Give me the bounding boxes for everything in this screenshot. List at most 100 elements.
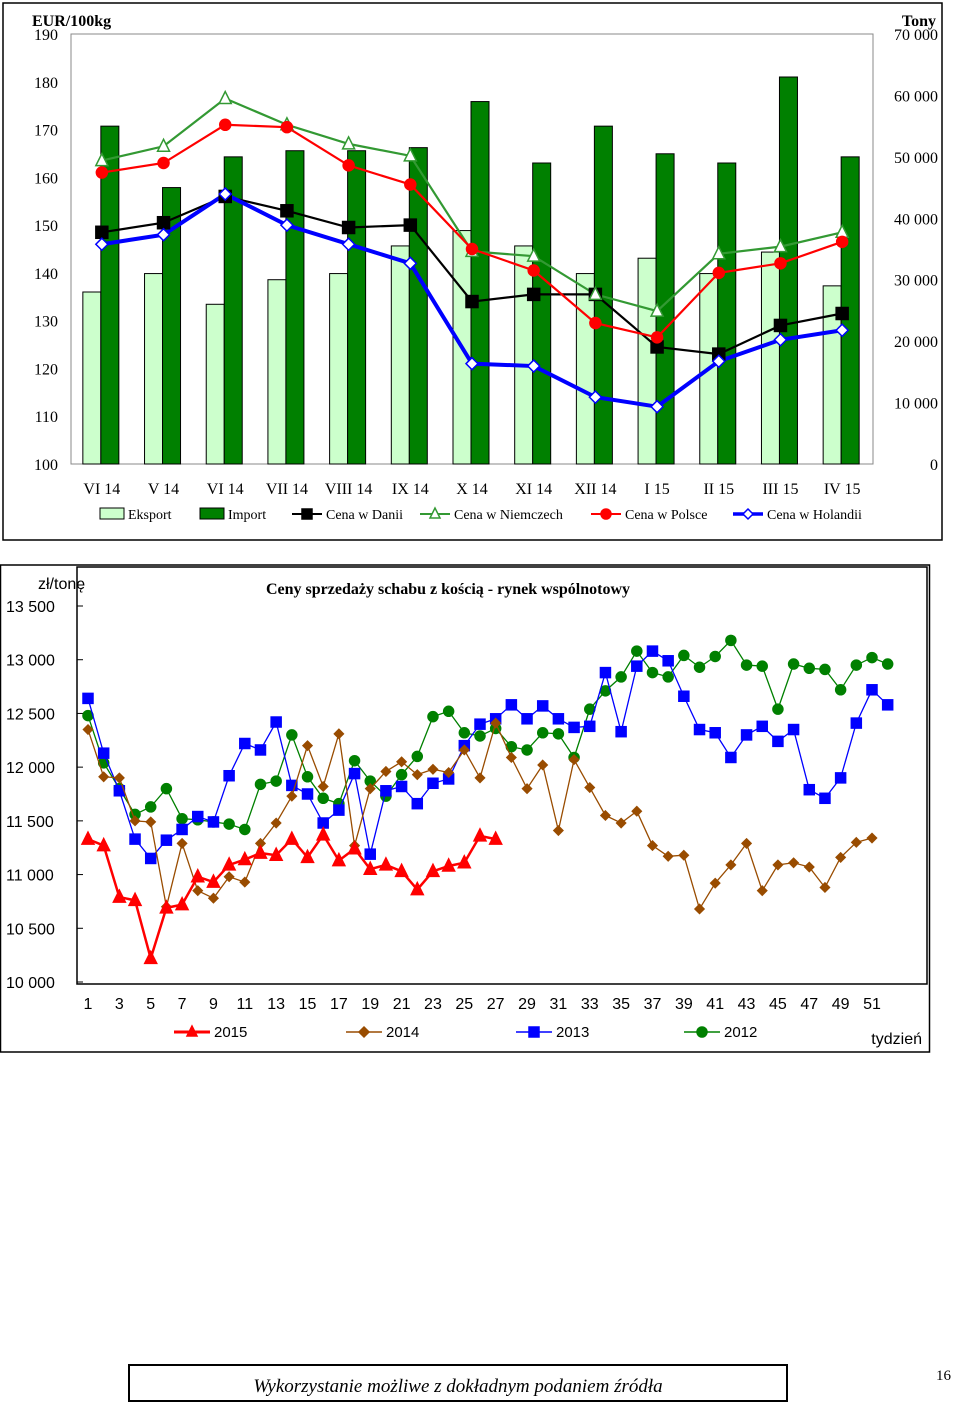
- x-tick-label: 5: [146, 996, 155, 1013]
- point-2013: [270, 716, 282, 728]
- point-2014: [505, 751, 517, 764]
- point-2014: [662, 850, 674, 862]
- legend-label-cena-w-holandii: Cena w Holandii: [767, 508, 862, 523]
- point-cena-w-holandii: [526, 358, 541, 374]
- point-2015: [331, 851, 347, 867]
- point-cena-w-niemczech: [218, 89, 233, 105]
- point-cena-w-danii: [465, 294, 479, 309]
- point-2014: [521, 783, 533, 795]
- point-2014: [756, 885, 768, 897]
- chart2-plot-area: [76, 566, 928, 985]
- legend-marker-cena-w-danii: [301, 508, 313, 520]
- point-2014: [286, 790, 298, 802]
- x-tick-label: 11: [236, 996, 253, 1013]
- legend-label-2012: 2012: [724, 1024, 757, 1041]
- point-2015: [112, 888, 127, 903]
- x-tick-label: VIII 14: [325, 481, 373, 498]
- point-2013: [834, 772, 847, 784]
- point-2014: [850, 836, 862, 848]
- point-2015: [206, 873, 221, 888]
- point-2015: [237, 850, 253, 866]
- x-axis: 1 3 5 7 9 11 13 15 17 19 21 23 25 27 29 31 33 35 37 39 41 43 4…: [84, 996, 881, 1013]
- y-left-tick-label: 150: [34, 218, 58, 235]
- chart2-legend: 2015 2014 2013 2012: [174, 1024, 757, 1041]
- point-2012: [411, 750, 424, 763]
- x-tick-label: 15: [299, 996, 317, 1013]
- point-cena-w-polsce: [280, 120, 294, 134]
- legend-label-import: Import: [228, 508, 266, 523]
- point-2013: [144, 852, 157, 865]
- x-tick-label: XII 14: [574, 481, 616, 498]
- y-axis: 13 500 13 000 12 500 12 000 11 500 11 000 10 5…: [6, 599, 83, 992]
- point-2014: [192, 885, 204, 897]
- point-2014: [725, 859, 737, 871]
- point-cena-w-polsce: [157, 156, 170, 170]
- x-tick-label: 25: [455, 996, 473, 1013]
- line-series: [80, 634, 894, 965]
- point-2013: [819, 792, 831, 805]
- point-2013: [803, 783, 816, 796]
- point-2013: [364, 848, 376, 860]
- source-note-box: Wykorzystanie możliwe z dokładnym podani…: [128, 1364, 788, 1402]
- point-2014: [788, 857, 800, 869]
- point-2013: [82, 692, 94, 705]
- y-left-tick-label: 190: [34, 27, 58, 44]
- legend-swatch-import: [199, 507, 225, 520]
- legend-label-2013: 2013: [556, 1024, 589, 1041]
- point-2013: [678, 690, 690, 702]
- point-cena-w-niemczech: [94, 151, 110, 167]
- point-2012: [646, 666, 659, 679]
- point-2012: [160, 782, 173, 795]
- y-tick-label: 13 000: [6, 653, 55, 670]
- point-2014: [615, 817, 627, 829]
- point-2012: [693, 661, 706, 673]
- legend-marker-2014: [357, 1025, 371, 1039]
- point-2014: [474, 772, 486, 784]
- point-2014: [145, 816, 157, 828]
- y-right-tick-label: 60 000: [894, 88, 938, 105]
- x-tick-label: VII 14: [266, 481, 308, 498]
- x-tick-label: 37: [644, 996, 662, 1013]
- point-2014: [427, 763, 439, 775]
- point-2012: [709, 650, 721, 663]
- point-cena-w-niemczech: [526, 247, 541, 262]
- point-2015: [190, 868, 205, 883]
- x-tick-label: 43: [738, 996, 756, 1013]
- point-cena-w-holandii: [711, 354, 726, 369]
- point-2013: [160, 834, 173, 846]
- point-cena-w-polsce: [712, 266, 726, 280]
- point-2014: [396, 756, 408, 768]
- point-2014: [678, 849, 690, 861]
- x-tick-label: 23: [424, 996, 442, 1013]
- point-2014: [380, 765, 392, 778]
- point-2012: [552, 728, 565, 740]
- legend-marker-2015: [185, 1024, 199, 1037]
- legend-marker-2013: [528, 1026, 540, 1038]
- y-tick-label: 12 500: [6, 706, 55, 723]
- legend-label-cena-w-danii: Cena w Danii: [326, 508, 403, 523]
- point-2012: [442, 705, 455, 718]
- x-tick-label: II 15: [703, 481, 734, 498]
- import-export-price-chart: EUR/100kg Tony 1901801701601501401301201…: [2, 2, 943, 541]
- bar-import: [100, 125, 120, 465]
- point-cena-w-holandii: [464, 356, 480, 371]
- line-series: [94, 89, 850, 414]
- x-tick-label: 45: [769, 996, 787, 1013]
- point-2013: [662, 655, 674, 667]
- point-2012: [458, 727, 471, 739]
- page-number: 16: [936, 1368, 951, 1384]
- point-2013: [505, 699, 518, 711]
- point-2014: [129, 815, 141, 827]
- y-left-tick-label: 130: [34, 314, 58, 331]
- point-cena-w-polsce: [774, 257, 787, 270]
- y-left-unit-label: EUR/100kg: [32, 13, 111, 30]
- x-tick-label: III 15: [762, 481, 798, 498]
- point-2014: [364, 783, 376, 795]
- point-2012: [348, 754, 361, 767]
- point-2013: [881, 699, 894, 711]
- x-tick-label: 9: [209, 996, 218, 1013]
- point-cena-w-niemczech: [649, 302, 665, 317]
- point-2014: [599, 809, 612, 822]
- point-2015: [472, 827, 488, 842]
- point-2014: [772, 859, 784, 871]
